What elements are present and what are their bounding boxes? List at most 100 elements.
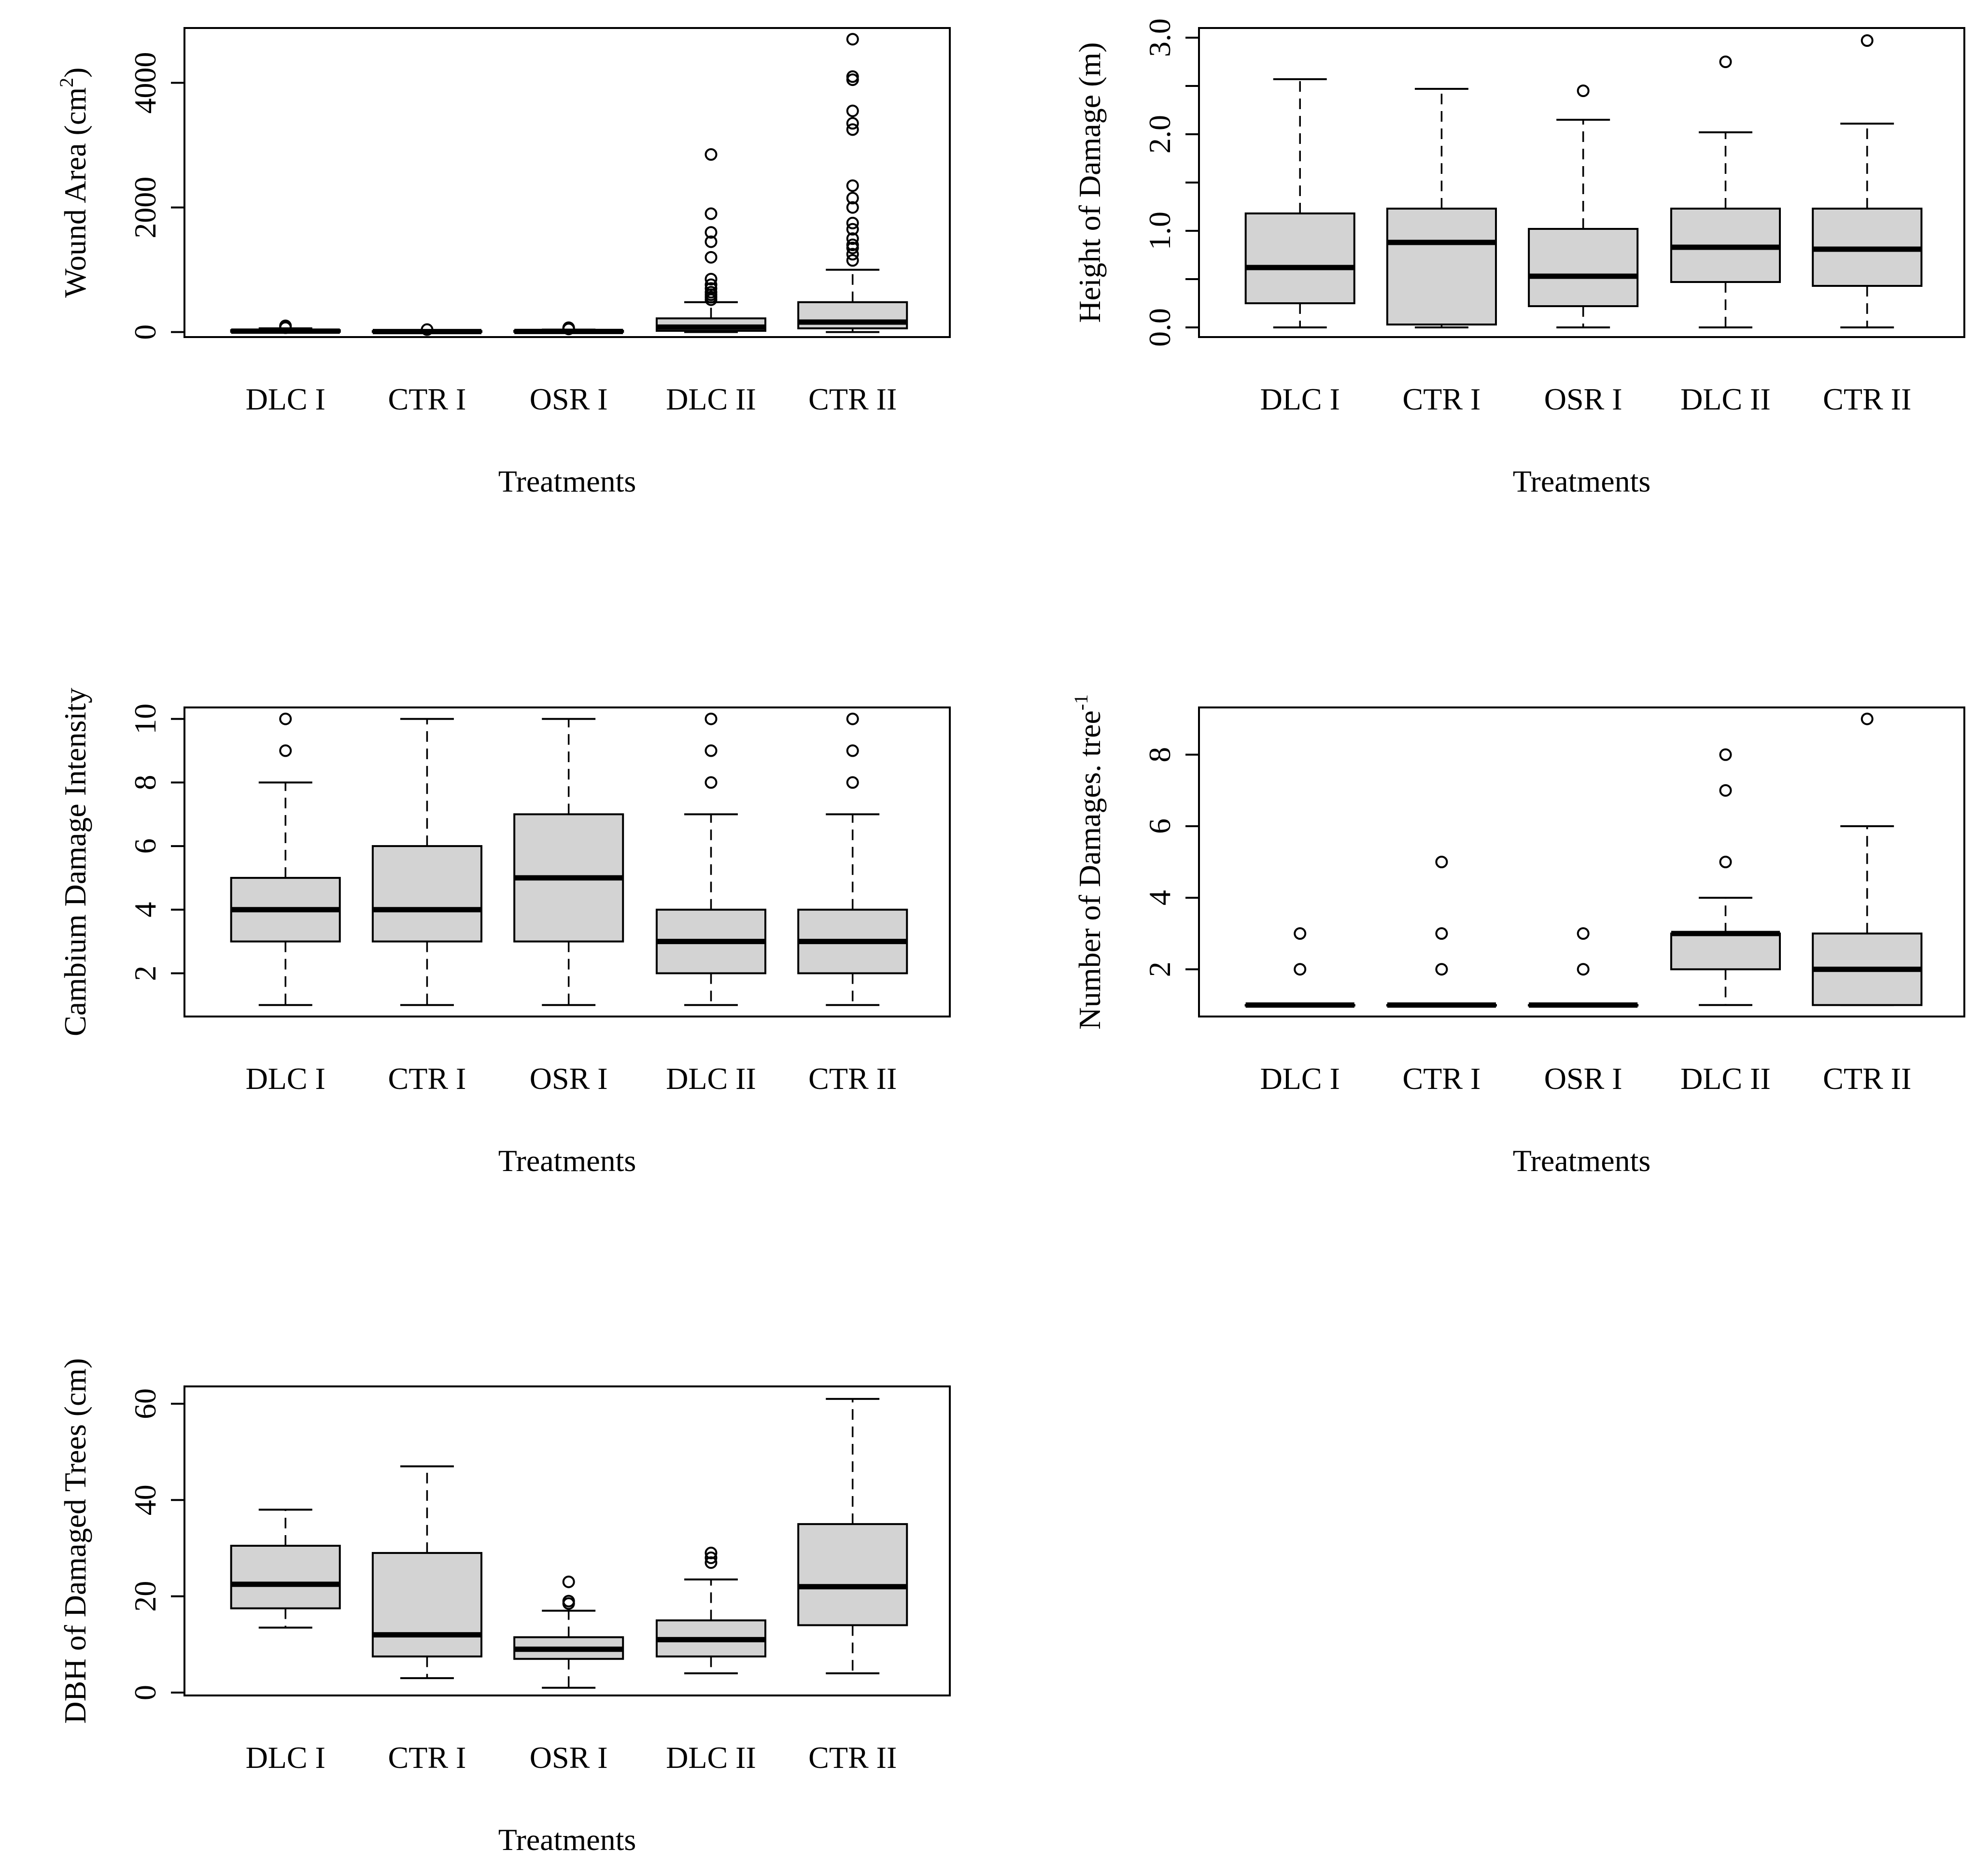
y-tick-label: 2: [1142, 961, 1177, 977]
outlier-point: [705, 207, 718, 220]
box-ctr-ii: [1812, 712, 1923, 1006]
chart-panel-height-of-damage: 0.0 1.0 2.0 3.0 Height of Damage (m) DLC I CTR…: [1072, 18, 1965, 498]
category-label: OSR I: [530, 382, 608, 416]
outlier-point: [705, 712, 718, 725]
outlier-point: [1719, 56, 1732, 68]
box-dlc-ii: [655, 1546, 767, 1675]
outlier-point: [846, 239, 859, 252]
box-ctr-i: [371, 718, 482, 1006]
box-dlc-ii: [655, 712, 767, 1006]
category-label: DLC I: [1260, 1061, 1340, 1096]
y-axis-title-text: Number of Damages. tree: [1072, 710, 1107, 1030]
y-tick-label: 4000: [128, 52, 162, 114]
y-axis-title-text: Wound Area (cm: [58, 87, 92, 298]
box-iqr: [371, 845, 482, 943]
category-label: OSR I: [1544, 382, 1622, 416]
category-label: OSR I: [1544, 1061, 1622, 1096]
box-dlc-ii: [1670, 748, 1781, 1006]
outlier-point: [1294, 927, 1307, 940]
category-label: CTR I: [388, 382, 466, 416]
outlier-point: [705, 286, 718, 299]
box-dlc-i: [1244, 78, 1355, 328]
outlier-point: [846, 179, 859, 192]
category-label: CTR II: [1823, 1061, 1911, 1096]
chart-panel-cambium-damage-intensity: 2 4 6 8 10 Cambium Damage Intensity DLC I CTR I…: [58, 688, 951, 1178]
plot-frame: [183, 1385, 951, 1696]
outlier-point: [279, 319, 292, 332]
category-label: DLC I: [246, 382, 325, 416]
category-label: CTR II: [808, 1061, 897, 1096]
outlier-point: [1435, 927, 1448, 940]
box-iqr: [230, 1544, 341, 1610]
y-tick-label: 1.0: [1142, 212, 1177, 250]
y-tick-label: 20: [128, 1581, 162, 1612]
y-axis-title-sup: 2: [56, 78, 77, 87]
box-osr-i: [513, 718, 624, 1006]
outlier-point: [1577, 963, 1590, 976]
category-label: DLC II: [1680, 1061, 1771, 1096]
box-iqr: [371, 1552, 482, 1658]
outlier-point: [846, 254, 859, 267]
category-label: DLC II: [1680, 382, 1771, 416]
box-iqr: [1670, 932, 1781, 971]
y-axis-title: DBH of Damaged Trees (cm): [58, 1358, 92, 1723]
category-label: DLC II: [666, 1061, 756, 1096]
y-axis-title: Wound Area (cm2): [56, 68, 92, 298]
y-tick-label: 0: [128, 325, 162, 340]
box-dlc-i: [230, 319, 341, 334]
outlier-point: [1435, 963, 1448, 976]
plot-frame: [1198, 706, 1965, 1017]
category-label: CTR I: [1403, 382, 1481, 416]
outlier-point: [705, 251, 718, 264]
outlier-point: [705, 226, 718, 239]
box-ctr-i: [1386, 88, 1497, 328]
box-dlc-ii: [655, 148, 767, 333]
outlier-point: [1861, 712, 1874, 725]
y-tick-label: 8: [1142, 747, 1177, 763]
outlier-point: [846, 712, 859, 725]
y-axis-title: Cambium Damage Intensity: [58, 688, 92, 1036]
box-dlc-ii: [1670, 56, 1781, 328]
outlier-point: [705, 1546, 718, 1559]
y-tick-label: 60: [128, 1388, 162, 1419]
outlier-point: [705, 273, 718, 285]
outlier-point: [846, 776, 859, 789]
category-label: CTR II: [808, 1740, 897, 1775]
outlier-point: [1719, 784, 1732, 797]
outlier-point: [1719, 856, 1732, 868]
y-tick-label: 10: [128, 704, 162, 734]
category-label: CTR I: [388, 1740, 466, 1775]
box-osr-i: [513, 321, 624, 336]
outlier-point: [705, 278, 718, 291]
category-label: CTR II: [808, 382, 897, 416]
category-label: DLC II: [666, 382, 756, 416]
box-iqr: [1386, 208, 1497, 325]
x-axis-title: Treatments: [498, 1822, 636, 1857]
y-tick-label: 0.0: [1142, 308, 1177, 347]
box-iqr: [1528, 228, 1639, 307]
outlier-point: [562, 321, 575, 334]
outlier-point: [846, 104, 859, 117]
plot-frame: [183, 706, 951, 1017]
box-ctr-ii: [797, 712, 908, 1006]
y-axis-title-text: Height of Damage (m): [1072, 42, 1107, 323]
category-label: CTR I: [388, 1061, 466, 1096]
outlier-point: [1577, 927, 1590, 940]
box-ctr-i: [371, 1465, 482, 1680]
outlier-point: [705, 1556, 718, 1569]
box-iqr: [797, 1523, 908, 1626]
y-axis-title-text: DBH of Damaged Trees (cm): [58, 1358, 92, 1723]
outlier-point: [705, 776, 718, 789]
outlier-point: [562, 1575, 575, 1588]
y-tick-label: 2000: [128, 177, 162, 239]
category-label: DLC I: [1260, 382, 1340, 416]
outlier-point: [421, 323, 434, 336]
y-tick-label: 4: [128, 902, 162, 918]
y-tick-label: 6: [128, 838, 162, 854]
outlier-point: [846, 33, 859, 46]
outlier-point: [846, 192, 859, 205]
outlier-point: [846, 123, 859, 136]
outlier-point: [705, 148, 718, 161]
x-axis-title: Treatments: [498, 464, 636, 498]
outlier-point: [562, 1595, 575, 1608]
